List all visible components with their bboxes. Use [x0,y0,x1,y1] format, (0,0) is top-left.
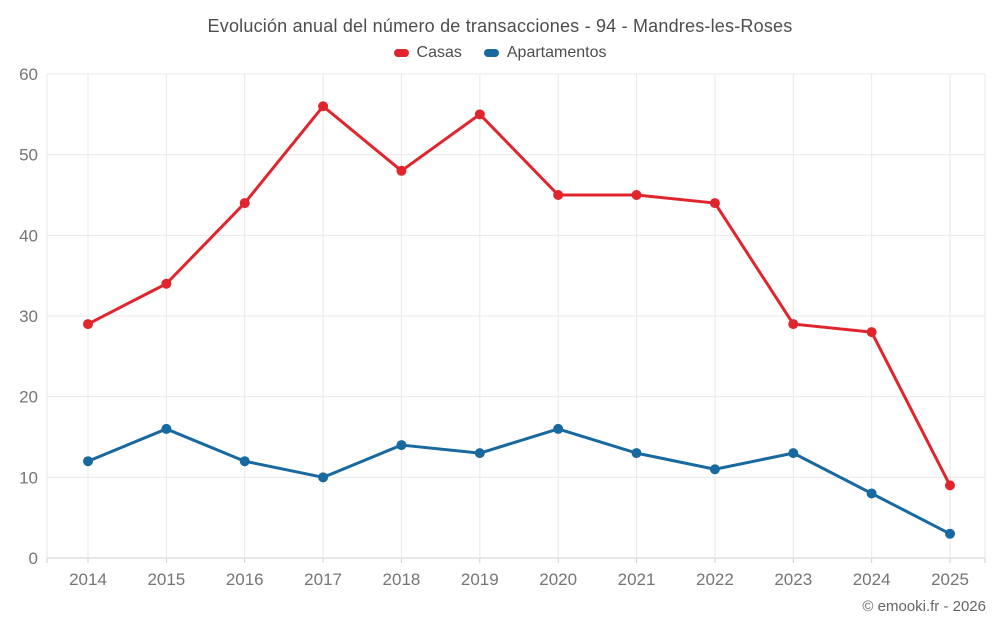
x-tick-label: 2021 [618,570,656,589]
x-tick-label: 2025 [931,570,969,589]
y-tick-label: 20 [19,388,38,407]
apartamentos-series-swatch-icon [483,49,499,57]
data-point-casas-2023[interactable] [788,319,799,330]
data-point-apartamentos-2023[interactable] [788,448,799,459]
series-line-casas [86,104,952,487]
y-tick-label: 50 [19,146,38,165]
data-point-casas-2015[interactable] [161,278,172,289]
x-tick-label: 2022 [696,570,734,589]
data-point-apartamentos-2019[interactable] [474,448,485,459]
data-point-apartamentos-2024[interactable] [866,488,877,499]
y-tick-label: 10 [19,468,38,487]
data-point-casas-2019[interactable] [474,109,485,120]
data-point-casas-2017[interactable] [318,101,329,112]
data-point-casas-2025[interactable] [945,480,955,491]
data-point-casas-2022[interactable] [709,198,720,209]
copyright-credit: © emooki.fr - 2026 [862,598,986,615]
y-tick-label: 0 [29,549,38,568]
data-point-casas-2020[interactable] [553,190,564,200]
chart-title: Evolución anual del número de transaccio… [207,16,793,36]
y-tick-label: 60 [19,65,38,84]
data-point-apartamentos-2025[interactable] [945,528,955,539]
x-tick-label: 2017 [304,570,342,589]
data-point-casas-2014[interactable] [83,319,93,330]
legend-label-casas: Casas [416,44,462,61]
legend-item-apartamentos[interactable]: Apartamentos [483,44,607,62]
data-point-casas-2024[interactable] [866,327,877,338]
x-tick-label: 2019 [461,570,499,589]
x-tick-label: 2023 [774,570,812,589]
data-point-apartamentos-2017[interactable] [318,472,329,483]
data-point-apartamentos-2015[interactable] [161,423,172,434]
x-tick-label: 2020 [539,570,577,589]
x-tick-label: 2014 [69,570,107,589]
x-tick-label: 2016 [226,570,264,589]
x-tick-label: 2024 [853,570,891,589]
legend-label-apartamentos: Apartamentos [506,44,607,61]
data-point-casas-2016[interactable] [239,198,250,209]
casas-series-swatch-icon [393,49,409,57]
data-point-apartamentos-2016[interactable] [239,456,250,467]
data-point-apartamentos-2018[interactable] [396,440,407,451]
y-tick-label: 30 [19,307,38,326]
x-tick-label: 2015 [147,570,185,589]
series-line-apartamentos [86,427,952,536]
data-point-apartamentos-2014[interactable] [83,456,93,467]
data-point-casas-2021[interactable] [631,190,642,200]
data-point-apartamentos-2020[interactable] [553,423,564,434]
x-tick-label: 2018 [383,570,421,589]
data-point-casas-2018[interactable] [396,165,407,176]
legend-item-casas[interactable]: Casas [393,44,462,62]
chart-legend: Casas Apartamentos [0,44,1000,62]
data-point-apartamentos-2021[interactable] [631,448,642,459]
y-tick-label: 40 [19,226,38,245]
data-point-apartamentos-2022[interactable] [709,464,720,475]
